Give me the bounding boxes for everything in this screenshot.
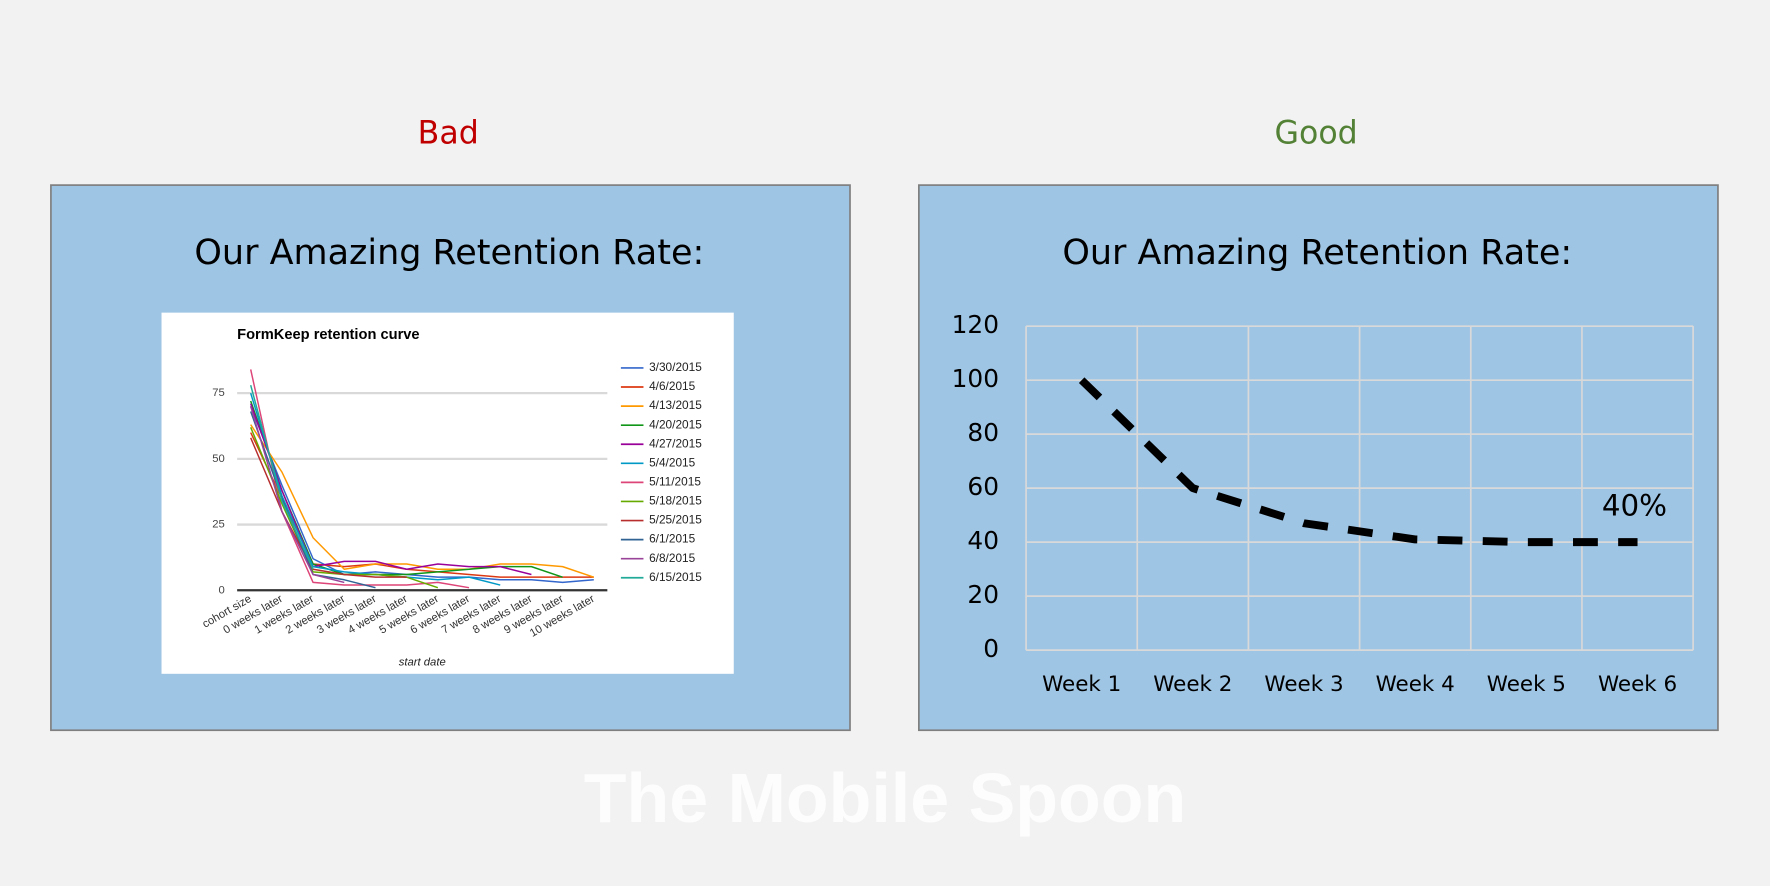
legend-label: 4/13/2015 — [649, 398, 702, 412]
line-series — [250, 437, 407, 578]
legend-label: 4/20/2015 — [649, 417, 702, 431]
line-series — [249, 385, 314, 570]
panel-label: Bad — [418, 115, 479, 151]
y-tick-label: 60 — [967, 472, 999, 501]
x-tick-label: Week 3 — [1264, 672, 1343, 697]
panel-label: Good — [1275, 115, 1358, 151]
y-tick-label: 50 — [212, 453, 225, 465]
legend-label: 6/1/2015 — [649, 532, 696, 546]
x-tick-label: Week 6 — [1598, 672, 1677, 697]
line-series — [250, 405, 594, 584]
x-tick-label: Week 5 — [1487, 672, 1566, 697]
y-tick-label: 100 — [952, 364, 999, 393]
y-tick-label: 80 — [967, 418, 999, 447]
watermark: The Mobile Spoon — [584, 759, 1186, 837]
legend-label: 6/8/2015 — [649, 551, 696, 565]
x-tick-label: Week 1 — [1042, 672, 1121, 697]
annotation: 40% — [1602, 488, 1667, 522]
legend-label: 5/25/2015 — [649, 513, 702, 527]
line-series — [249, 406, 345, 584]
y-tick-label: 25 — [212, 519, 225, 531]
y-tick-label: 0 — [218, 584, 224, 596]
y-tick-label: 20 — [967, 580, 999, 609]
slide-title: Our Amazing Retention Rate: — [1062, 233, 1572, 273]
y-tick-label: 75 — [212, 387, 225, 399]
x-tick-label: Week 4 — [1376, 672, 1455, 697]
legend-label: 4/27/2015 — [649, 436, 702, 450]
legend-label: 5/18/2015 — [649, 494, 702, 508]
x-tick-label: Week 2 — [1153, 672, 1232, 697]
legend-label: 5/4/2015 — [649, 455, 696, 469]
legend-label: 6/15/2015 — [649, 570, 702, 584]
slide-title: Our Amazing Retention Rate: — [194, 233, 704, 273]
chart-image — [161, 312, 734, 674]
legend-label: 3/30/2015 — [649, 360, 702, 374]
y-tick-label: 0 — [983, 634, 999, 663]
y-tick-label: 120 — [952, 310, 999, 339]
line-series — [250, 403, 532, 576]
x-axis-label: start date — [399, 657, 446, 669]
y-tick-label: 40 — [967, 526, 999, 555]
line-series — [1078, 377, 1638, 547]
legend-label: 5/11/2015 — [649, 475, 701, 489]
slide — [918, 184, 1719, 732]
chart-title: FormKeep retention curve — [237, 327, 419, 343]
legend-label: 4/6/2015 — [649, 379, 696, 393]
